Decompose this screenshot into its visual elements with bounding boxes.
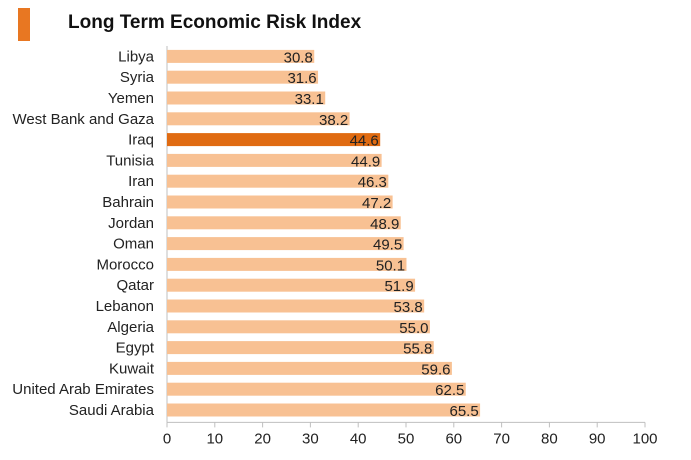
category-label: Jordan xyxy=(108,215,154,232)
bar-united-arab-emirates xyxy=(167,382,466,396)
bar-west-bank-and-gaza xyxy=(167,112,350,126)
bar-libya xyxy=(167,49,315,63)
x-tick-label: 90 xyxy=(589,430,606,447)
data-label: 55.8 xyxy=(403,341,432,358)
category-label: Oman xyxy=(113,236,154,253)
category-label: United Arab Emirates xyxy=(12,381,154,398)
category-label: Iraq xyxy=(128,132,154,149)
bar-iran xyxy=(167,174,389,188)
x-tick-label: 60 xyxy=(445,430,462,447)
data-label: 49.5 xyxy=(373,237,402,254)
category-label: Tunisia xyxy=(106,152,154,169)
bar-yemen xyxy=(167,91,326,105)
data-label: 62.5 xyxy=(435,382,464,399)
category-label: Kuwait xyxy=(109,360,155,377)
category-label: Yemen xyxy=(108,90,154,107)
x-tick-label: 40 xyxy=(350,430,367,447)
bar-jordan xyxy=(167,216,401,230)
x-tick-label: 10 xyxy=(206,430,223,447)
x-tick-label: 30 xyxy=(302,430,319,447)
bar-kuwait xyxy=(167,361,452,375)
bar-morocco xyxy=(167,257,407,271)
category-label: Lebanon xyxy=(96,298,154,315)
category-label: West Bank and Gaza xyxy=(13,111,155,128)
x-tick-label: 80 xyxy=(541,430,558,447)
data-label: 55.0 xyxy=(399,320,428,337)
data-label: 31.6 xyxy=(287,70,316,87)
data-label: 50.1 xyxy=(376,257,405,274)
category-label: Qatar xyxy=(116,277,154,294)
data-label: 47.2 xyxy=(362,195,391,212)
x-tick-label: 70 xyxy=(493,430,510,447)
bar-qatar xyxy=(167,278,416,292)
bar-algeria xyxy=(167,320,430,334)
category-label: Saudi Arabia xyxy=(69,402,155,419)
bar-oman xyxy=(167,237,404,251)
title-accent-bar xyxy=(18,8,30,41)
x-tick-label: 20 xyxy=(254,430,271,447)
bar-lebanon xyxy=(167,299,425,313)
bar-iraq xyxy=(167,133,381,147)
data-label: 59.6 xyxy=(421,361,450,378)
data-label: 51.9 xyxy=(384,278,413,295)
data-label: 44.6 xyxy=(350,133,379,150)
category-label: Libya xyxy=(118,48,155,65)
data-label: 38.2 xyxy=(319,112,348,129)
category-label: Morocco xyxy=(96,256,154,273)
x-tick-label: 100 xyxy=(632,430,657,447)
x-tick-label: 0 xyxy=(163,430,171,447)
data-label: 53.8 xyxy=(394,299,423,316)
category-label: Syria xyxy=(120,69,155,86)
data-label: 44.9 xyxy=(351,153,380,170)
data-label: 46.3 xyxy=(358,174,387,191)
data-label: 48.9 xyxy=(370,216,399,233)
bar-saudi-arabia xyxy=(167,403,481,417)
category-label: Algeria xyxy=(107,319,154,336)
data-label: 30.8 xyxy=(284,49,313,66)
bar-bahrain xyxy=(167,195,393,209)
data-label: 33.1 xyxy=(295,91,324,108)
bar-syria xyxy=(167,70,319,84)
bar-tunisia xyxy=(167,153,382,167)
category-label: Egypt xyxy=(116,340,155,357)
bar-egypt xyxy=(167,341,434,355)
data-label: 65.5 xyxy=(449,403,478,420)
category-label: Bahrain xyxy=(102,194,154,211)
chart-title: Long Term Economic Risk Index xyxy=(68,12,362,33)
category-label: Iran xyxy=(128,173,154,190)
x-tick-label: 50 xyxy=(398,430,415,447)
